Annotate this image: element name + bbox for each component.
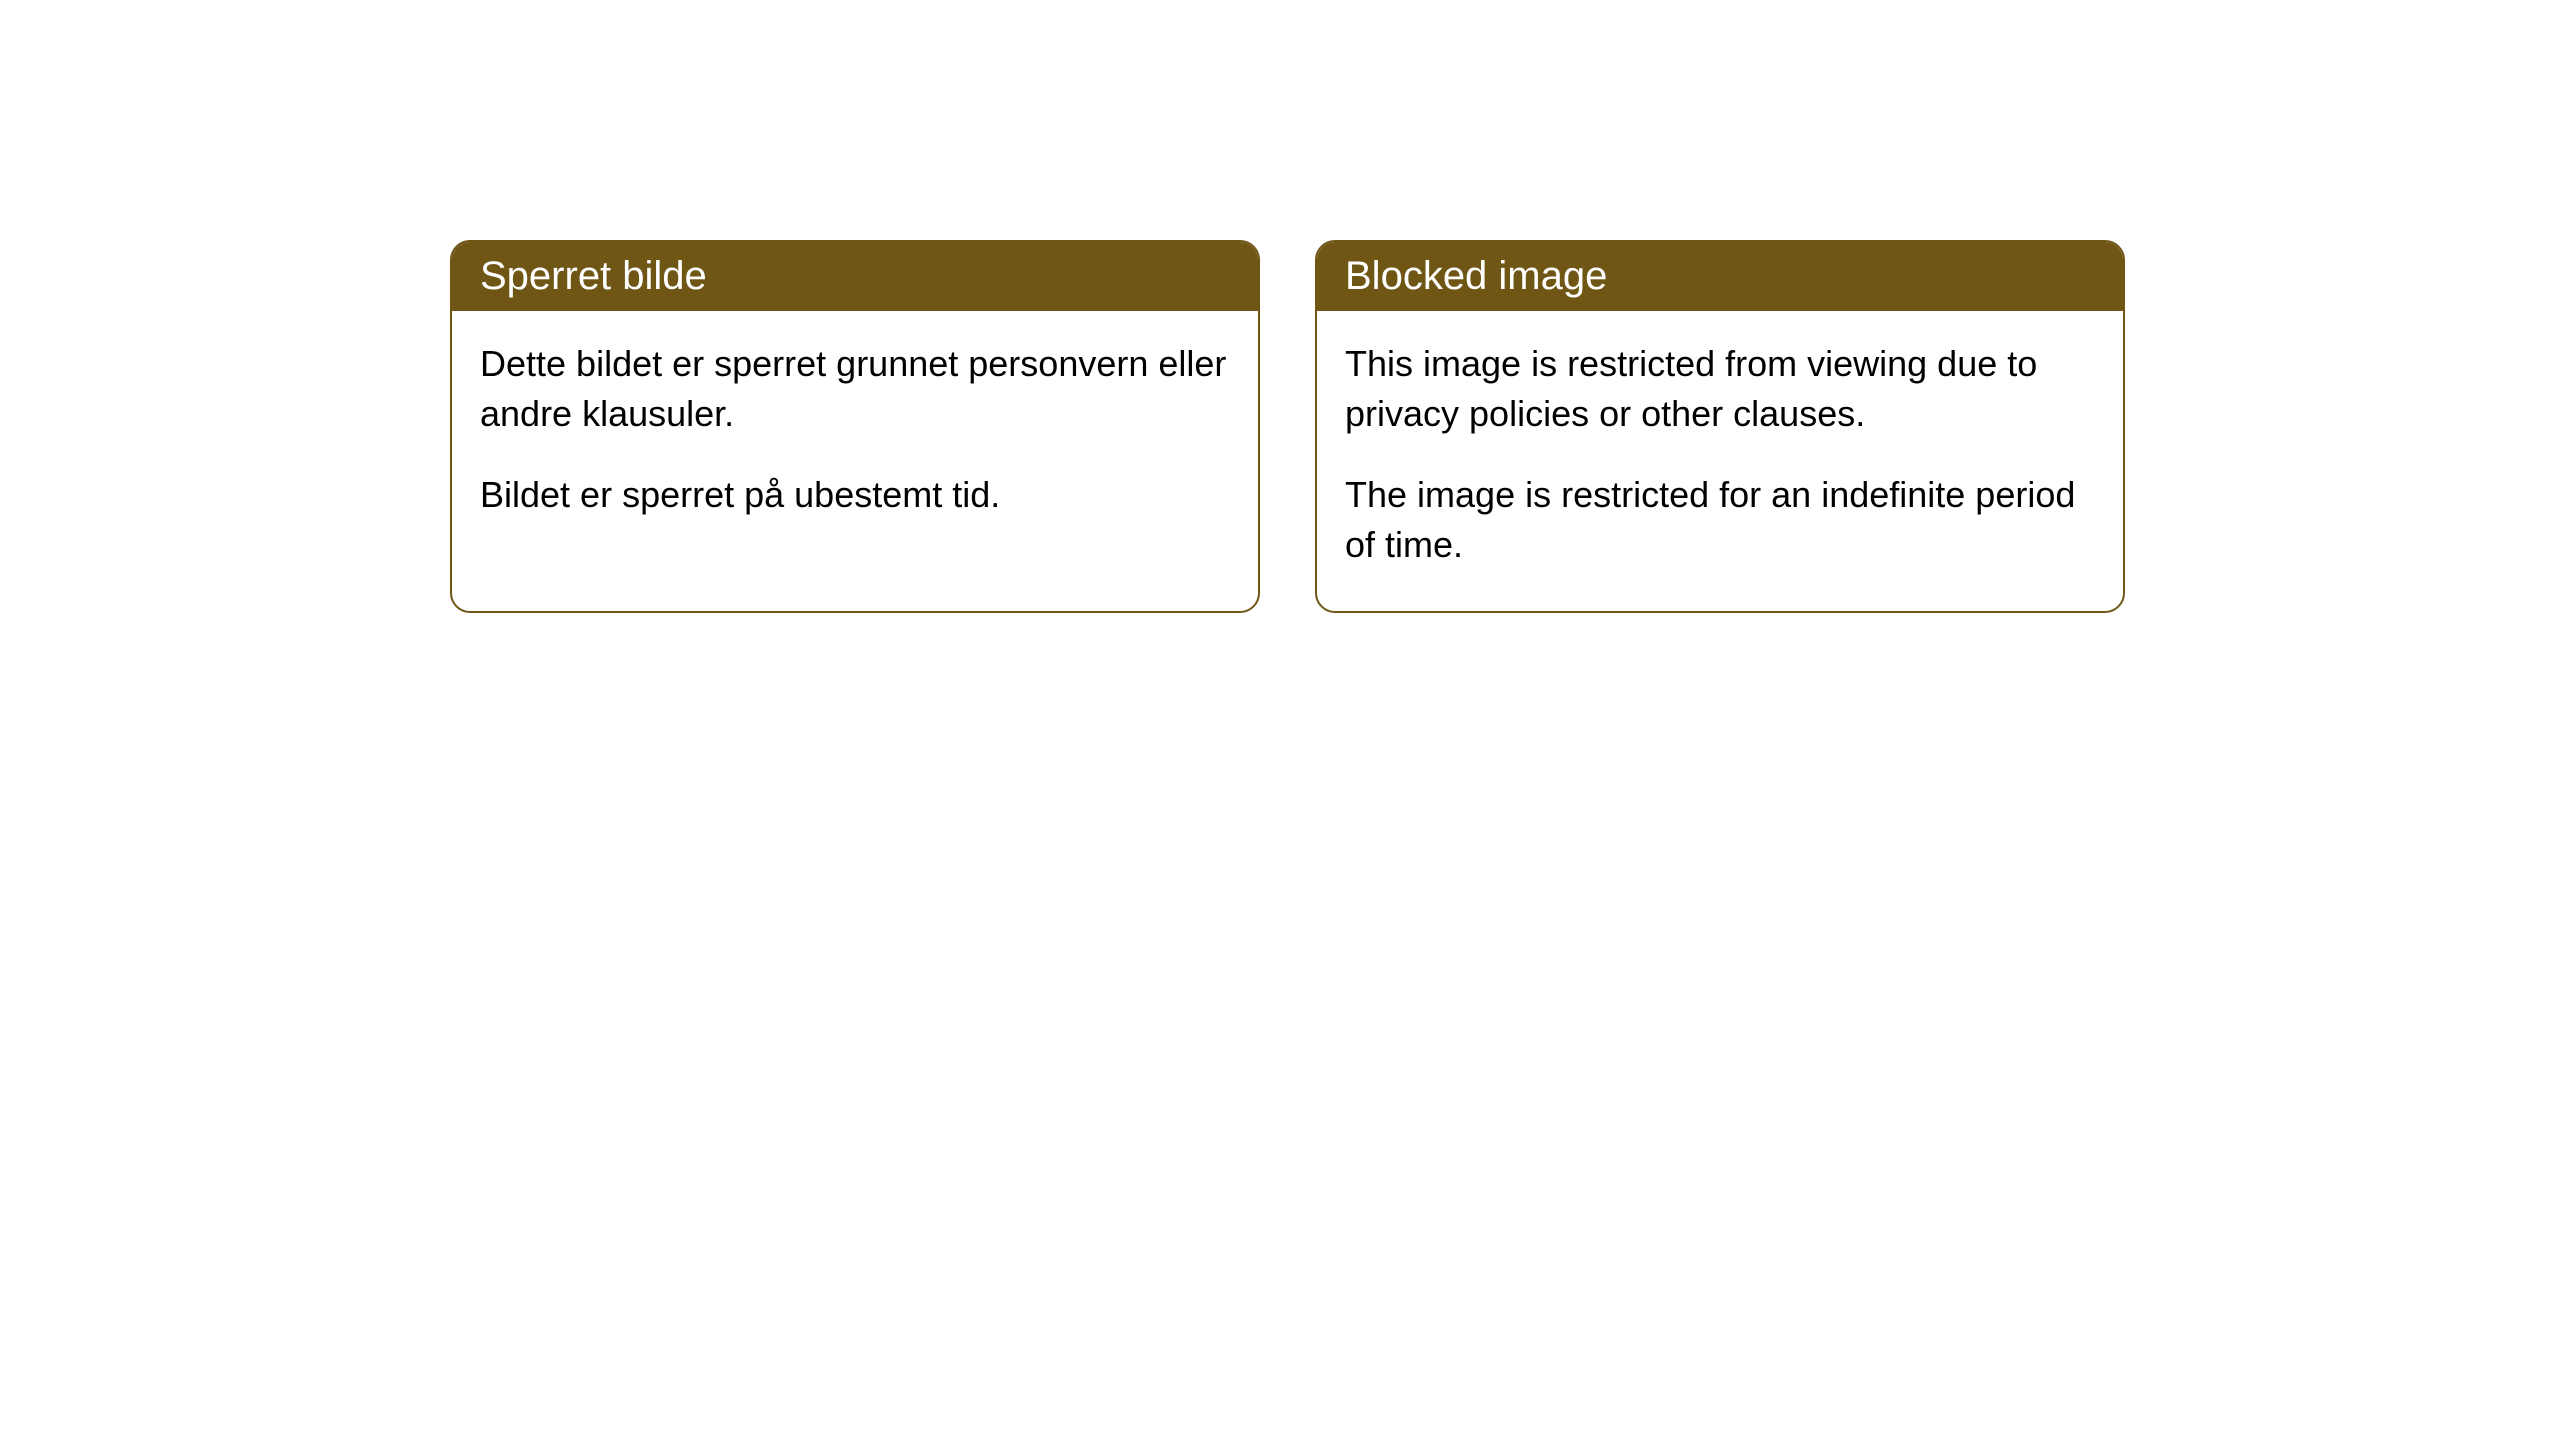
card-paragraph: Bildet er sperret på ubestemt tid.	[480, 470, 1230, 520]
card-title: Blocked image	[1345, 254, 1607, 298]
card-header-norwegian: Sperret bilde	[452, 242, 1258, 311]
card-norwegian: Sperret bilde Dette bildet er sperret gr…	[450, 240, 1260, 613]
card-body-norwegian: Dette bildet er sperret grunnet personve…	[452, 311, 1258, 560]
card-paragraph: The image is restricted for an indefinit…	[1345, 470, 2095, 571]
card-title: Sperret bilde	[480, 254, 707, 298]
card-body-english: This image is restricted from viewing du…	[1317, 311, 2123, 611]
card-paragraph: This image is restricted from viewing du…	[1345, 339, 2095, 440]
card-header-english: Blocked image	[1317, 242, 2123, 311]
card-paragraph: Dette bildet er sperret grunnet personve…	[480, 339, 1230, 440]
cards-container: Sperret bilde Dette bildet er sperret gr…	[450, 240, 2125, 613]
card-english: Blocked image This image is restricted f…	[1315, 240, 2125, 613]
